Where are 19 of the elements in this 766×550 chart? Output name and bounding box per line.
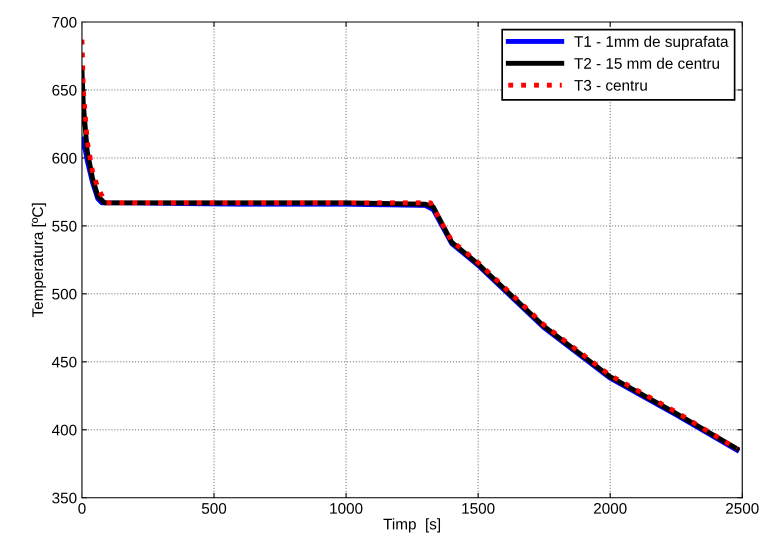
x-tick-label: 500	[202, 503, 226, 514]
y-tick-label: 600	[52, 152, 77, 164]
y-tick-label: 450	[52, 356, 77, 368]
x-tick-label: 1500	[462, 503, 495, 514]
y-tick-label: 700	[52, 16, 77, 28]
legend-label: T3 - centru	[574, 80, 647, 91]
x-tick-label: 2500	[726, 503, 759, 514]
y-tick-label: 400	[52, 424, 77, 436]
y-tick-label: 500	[52, 288, 77, 300]
x-tick-label: 1000	[330, 503, 362, 514]
legend-label: T2 - 15 mm de centru	[574, 58, 720, 69]
y-axis-title: Temperatura [ºC]	[32, 203, 46, 318]
x-axis-title: Timp [s]	[383, 518, 440, 532]
legend-label: T1 - 1mm de suprafata	[574, 36, 729, 50]
x-tick-label: 0	[78, 503, 86, 514]
x-tick-label: 2000	[594, 503, 627, 514]
y-tick-label: 350	[52, 492, 77, 504]
y-tick-label: 650	[52, 84, 77, 96]
y-tick-label: 550	[52, 220, 77, 232]
